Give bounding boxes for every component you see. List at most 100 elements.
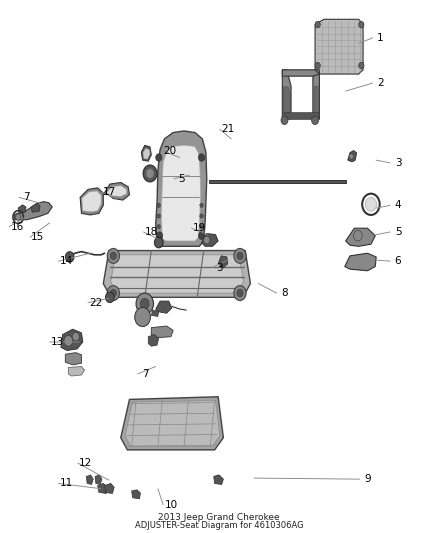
Text: 13: 13	[51, 337, 64, 347]
Text: 1: 1	[377, 33, 384, 43]
Polygon shape	[151, 326, 173, 338]
Text: ADJUSTER-Seat Diagram for 4610306AG: ADJUSTER-Seat Diagram for 4610306AG	[135, 521, 303, 530]
Polygon shape	[314, 86, 318, 115]
Text: 5: 5	[179, 174, 185, 184]
Text: 2: 2	[377, 78, 384, 88]
Polygon shape	[346, 228, 375, 246]
Circle shape	[156, 232, 162, 239]
Text: 4: 4	[395, 200, 401, 211]
Polygon shape	[284, 112, 318, 119]
Polygon shape	[313, 70, 319, 119]
Text: 14: 14	[60, 256, 73, 266]
Polygon shape	[161, 146, 201, 241]
Text: 3: 3	[395, 158, 401, 168]
Circle shape	[353, 230, 362, 241]
Circle shape	[106, 292, 114, 303]
Polygon shape	[125, 400, 220, 446]
Text: 19: 19	[193, 223, 206, 233]
Circle shape	[136, 293, 153, 314]
Text: 11: 11	[60, 479, 73, 488]
Circle shape	[15, 214, 21, 220]
Polygon shape	[82, 191, 101, 212]
Text: 2013 Jeep Grand Cherokee: 2013 Jeep Grand Cherokee	[158, 513, 280, 522]
Text: 20: 20	[163, 146, 177, 156]
Circle shape	[154, 237, 163, 248]
Circle shape	[155, 154, 162, 161]
Polygon shape	[95, 475, 102, 484]
Polygon shape	[111, 255, 244, 293]
Polygon shape	[132, 490, 141, 499]
Polygon shape	[214, 475, 223, 484]
Circle shape	[146, 168, 154, 178]
Text: 10: 10	[164, 499, 177, 510]
Circle shape	[157, 203, 160, 207]
Circle shape	[198, 232, 205, 239]
Text: 7: 7	[142, 369, 149, 379]
Circle shape	[237, 252, 243, 260]
Circle shape	[365, 197, 377, 211]
Circle shape	[281, 116, 288, 125]
Polygon shape	[209, 180, 346, 182]
Text: 17: 17	[102, 187, 116, 197]
Text: 9: 9	[364, 474, 371, 484]
Circle shape	[65, 252, 74, 262]
Circle shape	[72, 333, 79, 341]
Text: 12: 12	[79, 458, 92, 468]
Circle shape	[200, 224, 203, 229]
Polygon shape	[283, 70, 291, 119]
Circle shape	[200, 214, 203, 218]
Text: 3: 3	[216, 263, 223, 272]
Circle shape	[143, 165, 157, 182]
Polygon shape	[283, 87, 290, 115]
Circle shape	[359, 62, 364, 69]
Polygon shape	[283, 70, 319, 76]
Circle shape	[349, 154, 353, 159]
Polygon shape	[105, 483, 114, 494]
Polygon shape	[65, 353, 81, 365]
Circle shape	[204, 236, 210, 244]
Polygon shape	[86, 475, 93, 484]
Polygon shape	[155, 131, 207, 246]
Polygon shape	[80, 188, 103, 215]
Polygon shape	[121, 397, 223, 450]
Polygon shape	[31, 204, 40, 212]
Polygon shape	[61, 329, 83, 351]
Circle shape	[141, 298, 149, 309]
Text: 21: 21	[221, 124, 234, 134]
Polygon shape	[14, 201, 52, 220]
Circle shape	[311, 116, 318, 125]
Circle shape	[359, 21, 364, 28]
Circle shape	[234, 286, 246, 301]
Circle shape	[107, 286, 120, 301]
Circle shape	[315, 21, 320, 28]
Circle shape	[234, 248, 246, 263]
Polygon shape	[103, 251, 251, 297]
Text: 7: 7	[24, 192, 30, 203]
Circle shape	[157, 214, 160, 218]
Circle shape	[107, 248, 120, 263]
Circle shape	[198, 154, 205, 161]
Text: 18: 18	[145, 227, 158, 237]
Text: 8: 8	[281, 288, 288, 298]
Polygon shape	[348, 151, 357, 162]
Polygon shape	[103, 182, 130, 200]
Circle shape	[110, 289, 117, 297]
Circle shape	[157, 224, 160, 229]
Polygon shape	[18, 205, 26, 213]
Polygon shape	[155, 301, 172, 313]
Circle shape	[315, 62, 320, 69]
Polygon shape	[148, 335, 159, 346]
Circle shape	[200, 203, 203, 207]
Polygon shape	[98, 483, 108, 494]
Text: 22: 22	[89, 297, 102, 308]
Circle shape	[135, 308, 150, 327]
Text: 15: 15	[31, 232, 44, 243]
Polygon shape	[201, 233, 218, 246]
Text: 16: 16	[11, 222, 24, 232]
Polygon shape	[141, 146, 151, 161]
Polygon shape	[106, 185, 127, 196]
Polygon shape	[143, 149, 150, 159]
Polygon shape	[315, 19, 363, 74]
Circle shape	[110, 252, 117, 260]
Polygon shape	[68, 367, 85, 376]
